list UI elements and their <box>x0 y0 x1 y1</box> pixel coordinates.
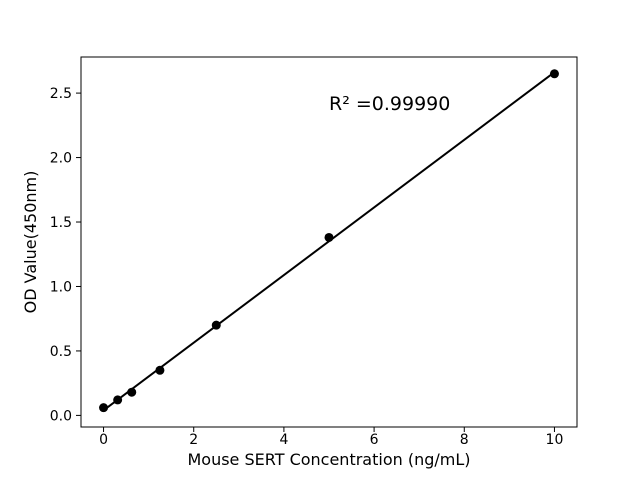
y-tick-label: 2.0 <box>50 151 72 167</box>
y-tick-label: 2.5 <box>50 86 72 102</box>
data-point <box>549 69 559 79</box>
x-tick-label: 10 <box>546 432 564 448</box>
y-axis-label: OD Value(450nm) <box>21 171 40 314</box>
x-tick-label: 2 <box>189 432 198 448</box>
data-point <box>211 320 221 330</box>
data-point <box>127 387 137 397</box>
y-tick-label: 1.5 <box>50 215 72 231</box>
data-point <box>155 365 165 375</box>
data-point <box>324 232 334 242</box>
data-point <box>113 395 123 405</box>
y-tick-label: 0.0 <box>50 408 72 424</box>
x-tick-label: 4 <box>279 432 288 448</box>
x-tick-label: 6 <box>370 432 379 448</box>
x-axis-label: Mouse SERT Concentration (ng/mL) <box>187 450 470 469</box>
plot-frame <box>80 56 578 428</box>
data-point <box>99 403 109 413</box>
x-tick-label: 0 <box>99 432 108 448</box>
y-tick-label: 0.5 <box>50 344 72 360</box>
x-tick-label: 8 <box>460 432 469 448</box>
r-squared-annotation: R² =0.99990 <box>329 93 450 115</box>
y-tick-label: 1.0 <box>50 279 72 295</box>
